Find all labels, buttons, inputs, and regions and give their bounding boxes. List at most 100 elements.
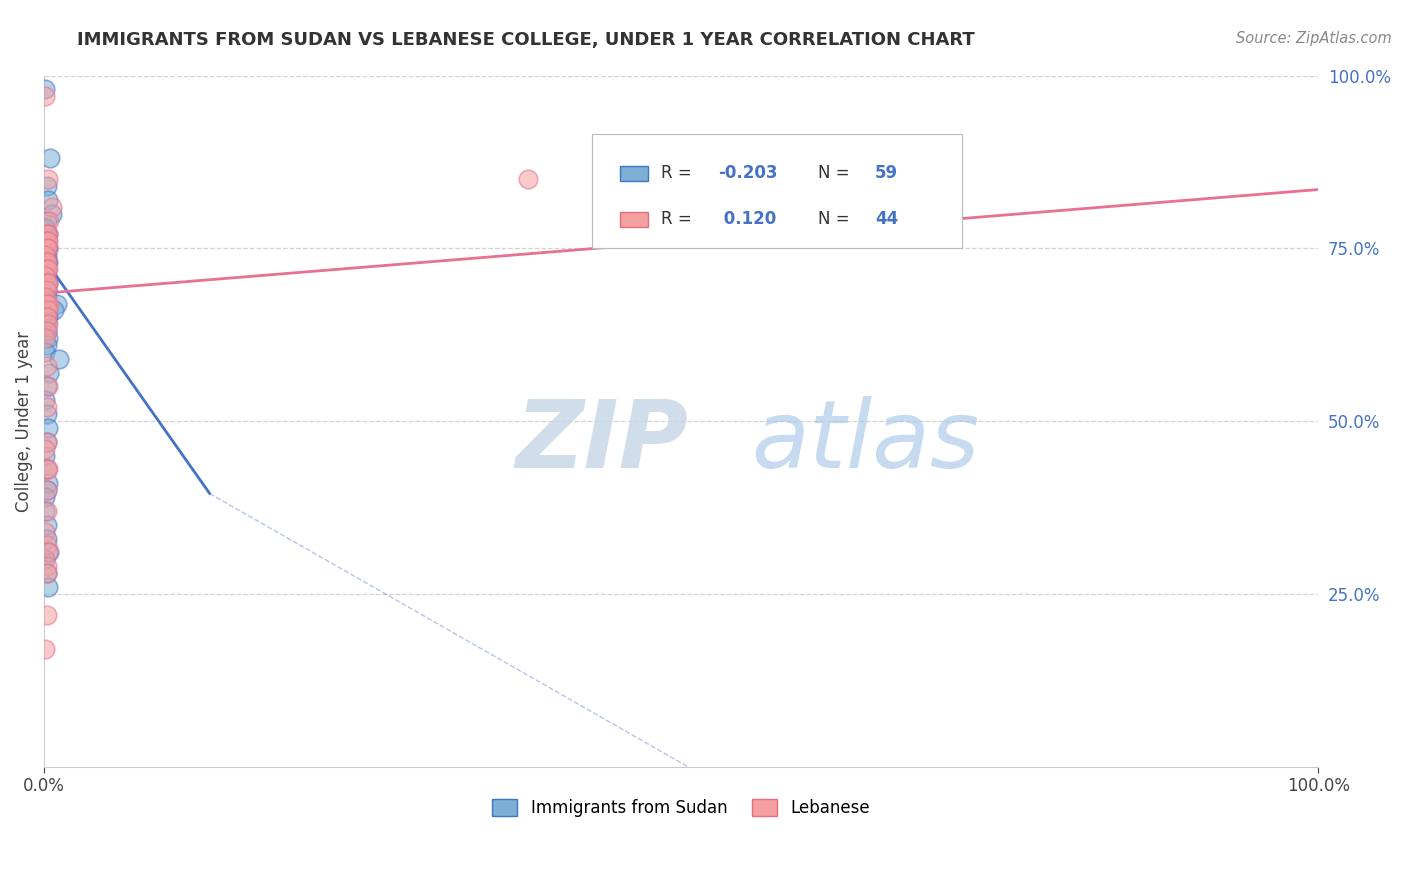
Point — [34, 268, 56, 283]
Point — [37, 331, 59, 345]
Point — [37, 580, 59, 594]
Point — [35, 462, 58, 476]
Point — [38, 213, 60, 227]
Point — [35, 276, 58, 290]
Text: 0.120: 0.120 — [718, 211, 776, 228]
Point — [35, 310, 58, 325]
Point — [34, 552, 56, 566]
Point — [35, 566, 58, 580]
Point — [35, 324, 58, 338]
Point — [35, 401, 58, 415]
Point — [34, 82, 56, 96]
Point — [35, 235, 58, 249]
Point — [35, 262, 58, 277]
Text: atlas: atlas — [751, 396, 980, 487]
Point — [37, 262, 59, 277]
Y-axis label: College, Under 1 year: College, Under 1 year — [15, 330, 32, 512]
Point — [34, 524, 56, 539]
Point — [35, 241, 58, 255]
Text: N =: N = — [817, 164, 855, 182]
Point — [41, 207, 63, 221]
Point — [35, 483, 58, 497]
Point — [35, 268, 58, 283]
Point — [35, 255, 58, 269]
Point — [48, 351, 70, 366]
Point — [35, 607, 58, 622]
Point — [35, 532, 58, 546]
Point — [38, 296, 60, 310]
Point — [35, 538, 58, 552]
Point — [37, 193, 59, 207]
Point — [34, 235, 56, 249]
Point — [35, 255, 58, 269]
Point — [35, 296, 58, 310]
Point — [35, 276, 58, 290]
Point — [37, 227, 59, 242]
Point — [34, 290, 56, 304]
Text: R =: R = — [661, 164, 697, 182]
Point — [35, 235, 58, 249]
FancyBboxPatch shape — [592, 135, 962, 248]
Point — [35, 359, 58, 373]
Point — [34, 345, 56, 359]
Point — [35, 255, 58, 269]
Point — [35, 255, 58, 269]
Point — [37, 227, 59, 242]
Point — [37, 235, 59, 249]
Text: 44: 44 — [875, 211, 898, 228]
Point — [34, 220, 56, 235]
Point — [37, 276, 59, 290]
Point — [37, 379, 59, 393]
Bar — [620, 166, 648, 181]
Point — [35, 434, 58, 449]
Point — [35, 379, 58, 393]
Point — [34, 283, 56, 297]
Point — [35, 213, 58, 227]
Text: -0.203: -0.203 — [718, 164, 778, 182]
Point — [35, 566, 58, 580]
Point — [34, 393, 56, 408]
Point — [41, 200, 63, 214]
Point — [34, 248, 56, 262]
Point — [37, 172, 59, 186]
Point — [38, 545, 60, 559]
Point — [34, 324, 56, 338]
Point — [35, 434, 58, 449]
Point — [45, 296, 67, 310]
Point — [35, 504, 58, 518]
Point — [35, 241, 58, 255]
Point — [35, 310, 58, 325]
Point — [35, 324, 58, 338]
Text: R =: R = — [661, 211, 697, 228]
Text: ZIP: ZIP — [516, 396, 689, 488]
Point — [35, 338, 58, 352]
Point — [34, 89, 56, 103]
Point — [34, 262, 56, 277]
Point — [34, 504, 56, 518]
Point — [34, 442, 56, 456]
Point — [35, 262, 58, 277]
Point — [37, 462, 59, 476]
Text: 59: 59 — [875, 164, 898, 182]
Point — [37, 276, 59, 290]
Point — [37, 310, 59, 325]
Point — [34, 262, 56, 277]
Point — [35, 241, 58, 255]
Point — [37, 545, 59, 559]
Point — [37, 241, 59, 255]
Point — [37, 303, 59, 318]
Point — [35, 559, 58, 574]
Point — [37, 255, 59, 269]
Point — [35, 407, 58, 421]
Point — [34, 449, 56, 463]
Point — [35, 283, 58, 297]
Point — [35, 483, 58, 497]
Point — [517, 172, 540, 186]
Text: Source: ZipAtlas.com: Source: ZipAtlas.com — [1236, 31, 1392, 46]
Point — [44, 303, 66, 318]
Point — [37, 476, 59, 491]
Point — [34, 290, 56, 304]
Text: N =: N = — [817, 211, 855, 228]
Point — [35, 227, 58, 242]
Legend: Immigrants from Sudan, Lebanese: Immigrants from Sudan, Lebanese — [485, 792, 877, 824]
